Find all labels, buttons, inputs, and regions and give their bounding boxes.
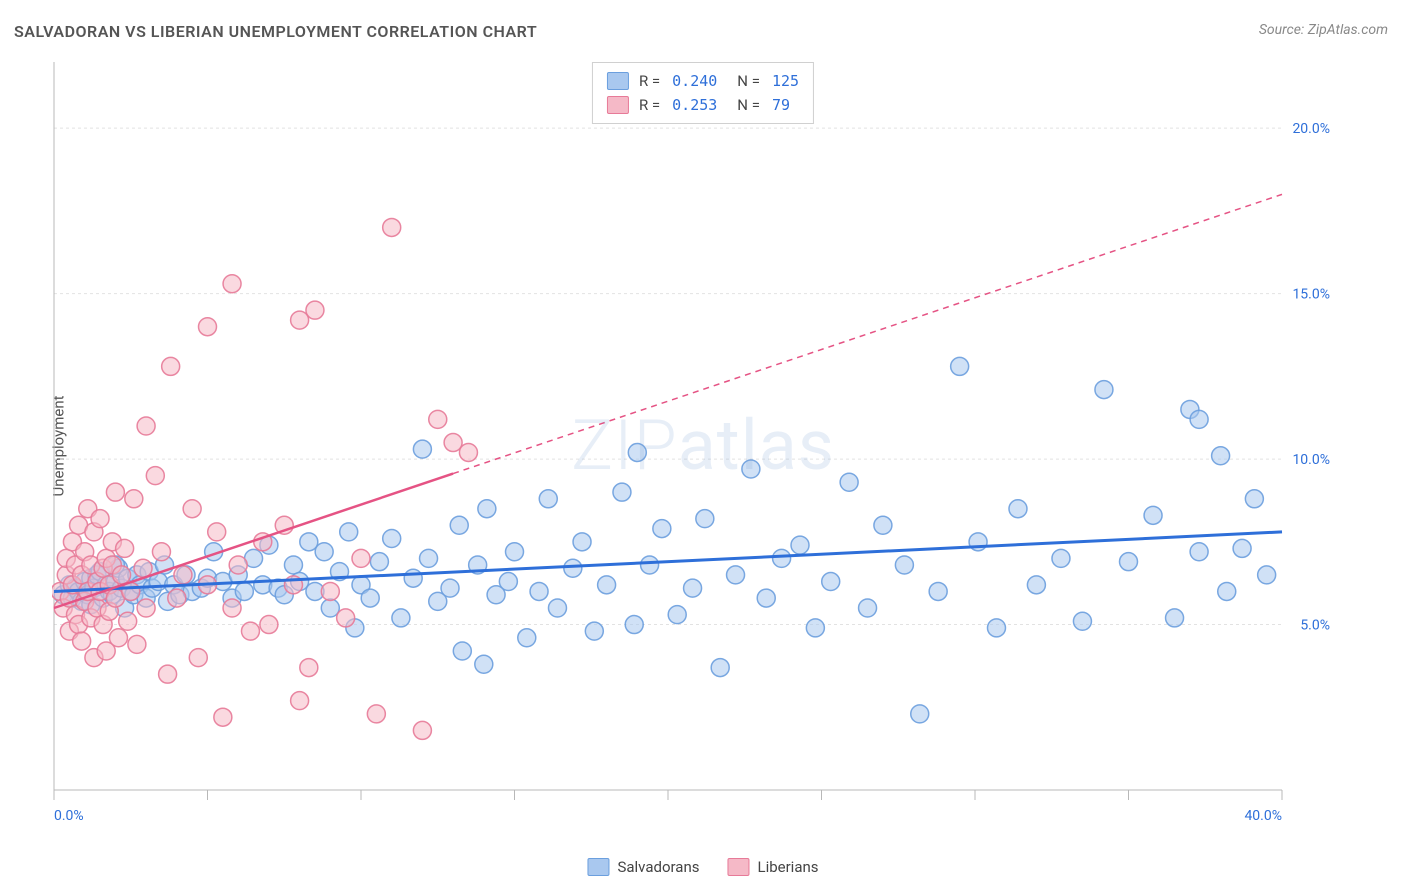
correlation-legend: R = 0.240 N = 125 R = 0.253 N = 79 xyxy=(592,62,814,124)
legend-label: Liberians xyxy=(758,858,819,876)
n-value: 125 xyxy=(772,69,799,93)
source-label: Source: ZipAtlas.com xyxy=(1259,22,1388,38)
svg-text:40.0%: 40.0% xyxy=(1244,808,1282,824)
chart-svg: 5.0% 10.0% 15.0% 20.0% 0.0% 40.0% xyxy=(52,60,1337,830)
legend-label: Salvadorans xyxy=(617,858,699,876)
legend-item: Liberians xyxy=(728,858,819,876)
svg-text:5.0%: 5.0% xyxy=(1300,618,1330,634)
svg-text:0.0%: 0.0% xyxy=(54,808,84,824)
r-label: R = xyxy=(639,69,660,93)
legend-swatch xyxy=(607,72,629,90)
legend-swatch xyxy=(728,858,750,876)
svg-text:20.0%: 20.0% xyxy=(1292,121,1330,137)
r-value: 0.240 xyxy=(672,69,717,93)
chart-container: SALVADORAN VS LIBERIAN UNEMPLOYMENT CORR… xyxy=(0,0,1406,892)
legend-item: Salvadorans xyxy=(587,858,699,876)
chart-title: SALVADORAN VS LIBERIAN UNEMPLOYMENT CORR… xyxy=(14,22,537,41)
series-legend: Salvadorans Liberians xyxy=(587,858,818,876)
svg-text:10.0%: 10.0% xyxy=(1292,452,1330,468)
legend-row: R = 0.253 N = 79 xyxy=(607,93,799,117)
legend-swatch xyxy=(607,96,629,114)
n-value: 79 xyxy=(772,93,790,117)
r-value: 0.253 xyxy=(672,93,717,117)
legend-row: R = 0.240 N = 125 xyxy=(607,69,799,93)
plot-area: 5.0% 10.0% 15.0% 20.0% 0.0% 40.0% xyxy=(52,60,1337,830)
r-label: R = xyxy=(639,93,660,117)
svg-text:15.0%: 15.0% xyxy=(1292,287,1330,303)
n-label: N = xyxy=(737,69,760,93)
legend-swatch xyxy=(587,858,609,876)
n-label: N = xyxy=(737,93,760,117)
